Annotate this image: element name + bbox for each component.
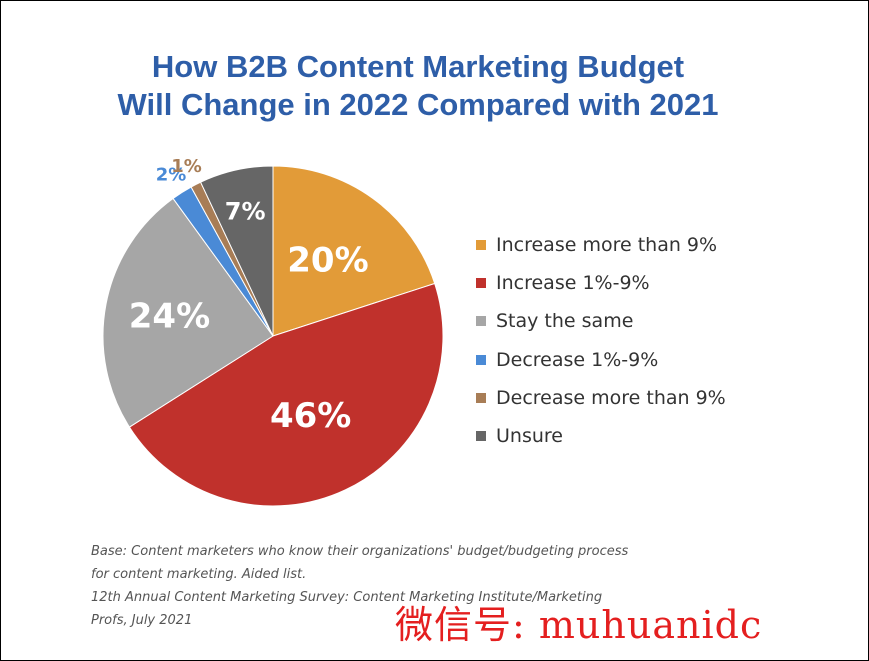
chart-title: How B2B Content Marketing Budget Will Ch… xyxy=(0,48,836,124)
data-label-decrease-1-9: 2% xyxy=(156,165,187,186)
pie-slice-increase-1-9 xyxy=(128,282,444,507)
data-label-decrease-more-than-9: 1% xyxy=(171,156,202,177)
pie-slice-unsure xyxy=(199,165,274,337)
chart-title-line-1: How B2B Content Marketing Budget xyxy=(151,49,685,84)
legend-item-stay-the-same: Stay the same xyxy=(476,302,726,340)
legend-swatch xyxy=(476,240,486,251)
legend-label: Increase more than 9% xyxy=(496,234,718,257)
legend-swatch xyxy=(476,431,486,442)
pie-slice-increase-more-than-9 xyxy=(272,165,436,337)
data-label-unsure: 7% xyxy=(225,198,266,226)
legend-item-decrease-more-than-9: Decrease more than 9% xyxy=(476,379,726,417)
pie-slice-stay-the-same xyxy=(102,197,274,428)
footnote-line-2: for content marketing. Aided list. xyxy=(91,567,307,582)
legend-swatch xyxy=(476,354,486,365)
legend-label: Stay the same xyxy=(496,310,634,333)
legend-label: Unsure xyxy=(496,425,563,448)
watermark-text: 微信号: muhuanidc xyxy=(395,603,763,647)
legend-label: Increase 1%-9% xyxy=(496,272,650,295)
footnote: Base: Content marketers who know their o… xyxy=(91,540,628,632)
legend-item-decrease-1-9: Decrease 1%-9% xyxy=(476,341,726,379)
legend-label: Decrease 1%-9% xyxy=(496,348,659,371)
legend-swatch xyxy=(476,278,486,289)
data-label-increase-more-than-9: 20% xyxy=(287,240,368,280)
legend-swatch xyxy=(476,392,486,403)
legend-item-increase-1-9: Increase 1%-9% xyxy=(476,264,726,302)
legend-swatch xyxy=(476,316,486,327)
legend-item-increase-more-than-9: Increase more than 9% xyxy=(476,226,726,264)
footnote-line-3: 12th Annual Content Marketing Survey: Co… xyxy=(91,590,603,605)
footnote-line-1: Base: Content marketers who know their o… xyxy=(91,544,629,559)
data-label-increase-1-9: 46% xyxy=(270,396,351,436)
chart-title-line-2: Will Change in 2022 Compared with 2021 xyxy=(117,87,719,122)
legend-item-unsure: Unsure xyxy=(476,417,726,455)
data-label-stay-the-same: 24% xyxy=(129,296,210,336)
chart-legend: Increase more than 9% Increase 1%-9% Stay … xyxy=(476,226,726,455)
legend-label: Decrease more than 9% xyxy=(496,386,726,409)
footnote-line-4: Profs, July 2021 xyxy=(91,613,193,628)
